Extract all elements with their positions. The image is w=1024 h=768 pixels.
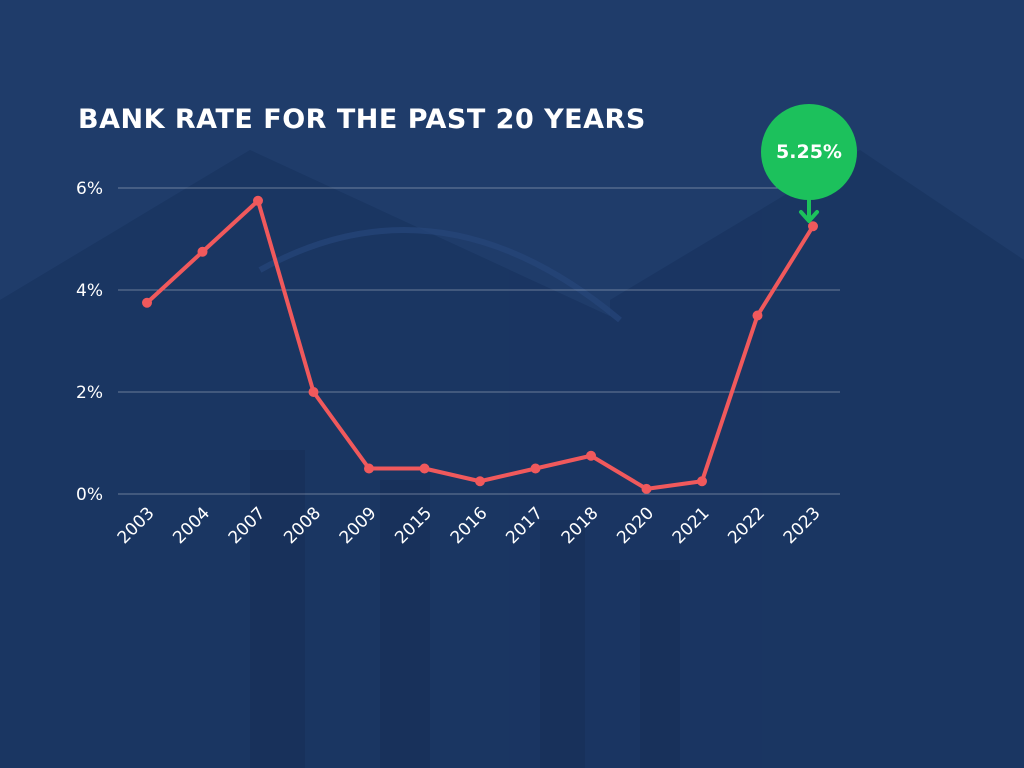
data-point [530,463,541,474]
data-point [253,195,263,206]
series-line-layer [145,198,815,491]
data-point [475,476,485,487]
x-tick-label: 2017 [502,503,547,548]
x-tick-label: 2023 [780,503,825,548]
x-tick-label: 2008 [280,503,325,548]
y-tick-label: 6% [76,179,103,199]
x-tick-label: 2009 [336,503,381,548]
x-tick-label: 2003 [114,503,159,548]
data-point [697,476,707,487]
x-tick-label: 2020 [613,503,658,548]
x-tick-label: 2004 [169,503,214,548]
y-tick-label: 4% [76,281,103,301]
data-points [142,195,818,494]
callout-label: 5.25% [776,141,842,163]
x-tick-label: 2015 [391,503,436,548]
data-point [586,450,596,461]
series-line [145,198,815,491]
data-point [419,463,430,474]
data-point [197,246,208,257]
gridlines [118,187,840,495]
x-tick-label: 2018 [558,503,603,548]
y-axis-tick-labels: 0% 2% 4% 6% [76,179,103,505]
callout-badge: 5.25% [761,104,857,200]
x-tick-label: 2007 [225,503,270,548]
y-tick-label: 0% [76,485,103,505]
data-point [308,387,319,397]
data-point [142,297,152,308]
chart-title: BANK RATE FOR THE PAST 20 YEARS [78,104,646,135]
y-tick-label: 2% [76,383,103,403]
x-tick-label: 2021 [669,503,714,548]
data-point [364,463,374,474]
data-point [752,310,763,321]
data-point [808,221,818,232]
x-axis-tick-labels: 2003 2004 2007 2008 2009 2015 2016 2017 2018 2020… [114,503,825,548]
data-point [641,483,652,494]
x-tick-label: 2016 [447,503,492,548]
down-arrow-icon [799,196,819,223]
x-tick-label: 2022 [724,503,769,548]
